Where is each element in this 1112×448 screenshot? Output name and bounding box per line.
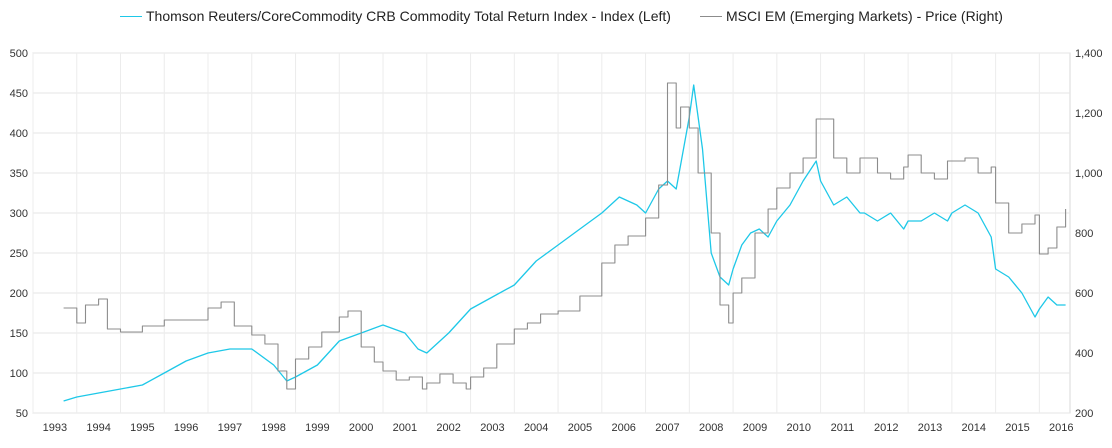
- legend-item-msci[interactable]: MSCI EM (Emerging Markets) - Price (Righ…: [700, 8, 1003, 24]
- x-tick-label: 2012: [874, 422, 898, 434]
- legend-item-crb[interactable]: Thomson Reuters/CoreCommodity CRB Commod…: [120, 8, 671, 24]
- legend-label-crb: Thomson Reuters/CoreCommodity CRB Commod…: [146, 8, 671, 24]
- right-tick-label: 1,000: [1075, 168, 1103, 180]
- series-line-crb-index: [63, 84, 1066, 402]
- left-tick-label: 500: [10, 48, 28, 60]
- right-tick-label: 600: [1075, 288, 1093, 300]
- left-axis: 50 100 150 200 250 300 350 400 450 500: [10, 48, 28, 420]
- left-tick-label: 400: [10, 128, 28, 140]
- x-tick-label: 2016: [1049, 422, 1073, 434]
- right-tick-label: 800: [1075, 228, 1093, 240]
- left-tick-label: 350: [10, 168, 28, 180]
- x-tick-label: 1993: [43, 422, 67, 434]
- right-axis: 200 400 600 800 1,000 1,200 1,400: [1075, 48, 1103, 420]
- right-tick-label: 400: [1075, 348, 1093, 360]
- x-tick-label: 2011: [831, 422, 855, 434]
- x-tick-label: 2006: [611, 422, 635, 434]
- x-tick-label: 1995: [130, 422, 154, 434]
- right-tick-label: 1,400: [1075, 48, 1103, 60]
- grid: [32, 52, 1071, 414]
- x-tick-label: 2002: [436, 422, 460, 434]
- x-tick-label: 2015: [1005, 422, 1029, 434]
- series-line-msci-em: [63, 82, 1067, 390]
- x-tick-label: 1999: [305, 422, 329, 434]
- left-tick-label: 200: [10, 288, 28, 300]
- legend: Thomson Reuters/CoreCommodity CRB Commod…: [0, 8, 1112, 32]
- left-tick-label: 50: [16, 408, 28, 420]
- legend-swatch-crb: [120, 15, 142, 17]
- x-tick-label: 1997: [218, 422, 242, 434]
- x-tick-label: 2004: [524, 422, 548, 434]
- series-layer: [63, 82, 1067, 402]
- right-tick-label: 1,200: [1075, 108, 1103, 120]
- x-axis: 1993 1994 1995 1996 1997 1998 1999 2000 2001 2002…: [43, 422, 1074, 434]
- x-tick-label: 1998: [261, 422, 285, 434]
- legend-label-msci: MSCI EM (Emerging Markets) - Price (Righ…: [726, 8, 1003, 24]
- x-tick-label: 2010: [786, 422, 810, 434]
- left-tick-label: 100: [10, 368, 28, 380]
- x-tick-label: 1994: [86, 422, 110, 434]
- x-tick-label: 2000: [349, 422, 373, 434]
- x-tick-label: 2014: [961, 422, 985, 434]
- x-tick-label: 1996: [174, 422, 198, 434]
- x-tick-label: 2013: [918, 422, 942, 434]
- legend-swatch-msci: [700, 15, 722, 17]
- right-tick-label: 200: [1075, 408, 1093, 420]
- x-tick-label: 2003: [480, 422, 504, 434]
- left-tick-label: 300: [10, 208, 28, 220]
- x-tick-label: 2009: [743, 422, 767, 434]
- plot-frame: [32, 52, 1071, 414]
- x-tick-label: 2007: [655, 422, 679, 434]
- left-tick-label: 150: [10, 328, 28, 340]
- x-tick-label: 2005: [568, 422, 592, 434]
- x-tick-label: 2008: [699, 422, 723, 434]
- x-tick-label: 2001: [393, 422, 417, 434]
- left-tick-label: 450: [10, 88, 28, 100]
- left-tick-label: 250: [10, 248, 28, 260]
